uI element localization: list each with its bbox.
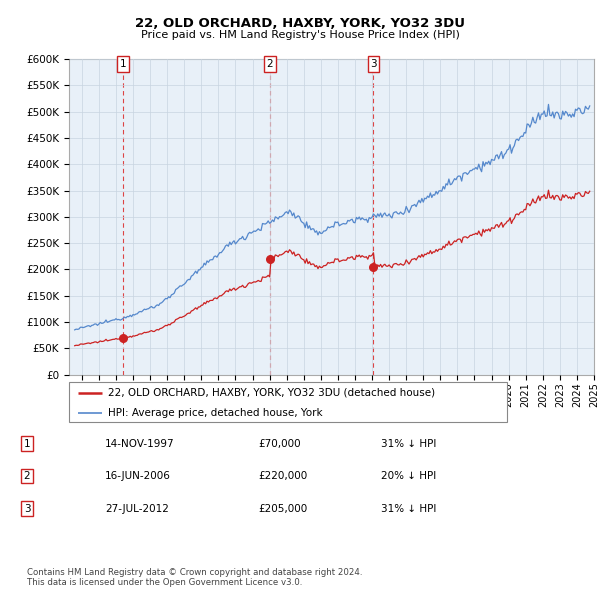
Text: 22, OLD ORCHARD, HAXBY, YORK, YO32 3DU: 22, OLD ORCHARD, HAXBY, YORK, YO32 3DU: [135, 17, 465, 30]
Text: 31% ↓ HPI: 31% ↓ HPI: [381, 439, 436, 448]
Point: [265, 254, 274, 264]
Text: Price paid vs. HM Land Registry's House Price Index (HPI): Price paid vs. HM Land Registry's House …: [140, 30, 460, 40]
Text: HPI: Average price, detached house, York: HPI: Average price, detached house, York: [109, 408, 323, 418]
Text: 27-JUL-2012: 27-JUL-2012: [105, 504, 169, 513]
Text: 3: 3: [23, 504, 31, 513]
Text: 2: 2: [23, 471, 31, 481]
Text: 16-JUN-2006: 16-JUN-2006: [105, 471, 171, 481]
Text: 22, OLD ORCHARD, HAXBY, YORK, YO32 3DU (detached house): 22, OLD ORCHARD, HAXBY, YORK, YO32 3DU (…: [109, 388, 436, 398]
Text: 31% ↓ HPI: 31% ↓ HPI: [381, 504, 436, 513]
Text: 14-NOV-1997: 14-NOV-1997: [105, 439, 175, 448]
Point: [368, 262, 378, 271]
Text: 2: 2: [266, 59, 273, 69]
Text: £70,000: £70,000: [258, 439, 301, 448]
Text: 1: 1: [120, 59, 127, 69]
Text: 20% ↓ HPI: 20% ↓ HPI: [381, 471, 436, 481]
Text: £205,000: £205,000: [258, 504, 307, 513]
Text: 1: 1: [23, 439, 31, 448]
Text: £220,000: £220,000: [258, 471, 307, 481]
Text: 3: 3: [370, 59, 377, 69]
Point: [118, 333, 128, 343]
Text: Contains HM Land Registry data © Crown copyright and database right 2024.
This d: Contains HM Land Registry data © Crown c…: [27, 568, 362, 587]
